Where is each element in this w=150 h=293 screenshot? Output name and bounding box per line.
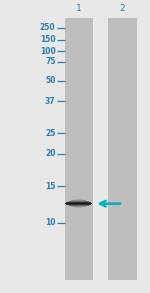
Text: 37: 37 [45, 97, 56, 105]
Text: 150: 150 [40, 35, 56, 44]
Text: 250: 250 [40, 23, 56, 32]
Text: 15: 15 [45, 182, 56, 190]
Text: 50: 50 [45, 76, 56, 85]
Text: 25: 25 [45, 129, 56, 138]
Text: 75: 75 [45, 57, 56, 66]
Text: 1: 1 [76, 4, 82, 13]
Text: 20: 20 [45, 149, 56, 158]
Text: 100: 100 [40, 47, 56, 56]
Text: 10: 10 [45, 218, 56, 227]
Bar [64, 18, 93, 280]
Text: 2: 2 [119, 4, 125, 13]
Bar [108, 18, 136, 280]
